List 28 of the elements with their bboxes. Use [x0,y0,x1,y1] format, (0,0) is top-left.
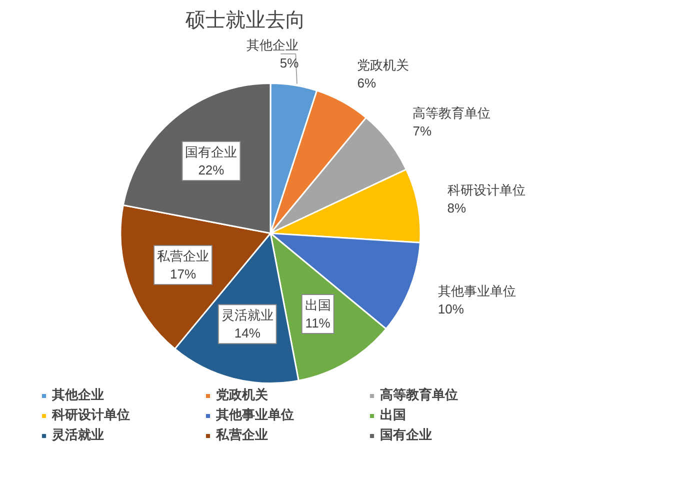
slice-label: 高等教育单位 [412,105,491,120]
slice-label: 其他事业单位 [438,284,516,299]
slice-label: 国有企业 [185,144,238,160]
data-label: 6% [357,76,376,91]
data-label: 14% [234,326,261,341]
data-label: 22% [198,162,225,178]
slice-label: 出国 [304,298,331,313]
data-label: 7% [412,123,432,138]
legend-label: 出国 [380,406,407,424]
data-label: 17% [170,266,196,282]
legend-label: 高等教育单位 [380,386,459,404]
legend-label: 灵活就业 [52,426,105,444]
legend-label: 其他企业 [52,386,105,404]
data-label: 11% [305,316,331,331]
legend-label: 其他事业单位 [216,406,295,424]
legend-label: 国有企业 [380,426,433,444]
slice-label: 科研设计单位 [447,182,526,198]
data-label: 8% [447,200,467,216]
slice-label: 其他企业 [246,37,299,52]
legend-label: 党政机关 [216,386,269,404]
data-label: 5% [280,55,300,70]
data-label: 10% [438,302,464,317]
chart-title: 硕士就业去向 [184,8,306,32]
legend-label: 科研设计单位 [52,406,131,424]
slice-label: 灵活就业 [221,308,274,323]
slice-label: 私营企业 [157,248,209,264]
slice-label: 党政机关 [357,58,410,73]
legend-label: 私营企业 [216,426,269,444]
